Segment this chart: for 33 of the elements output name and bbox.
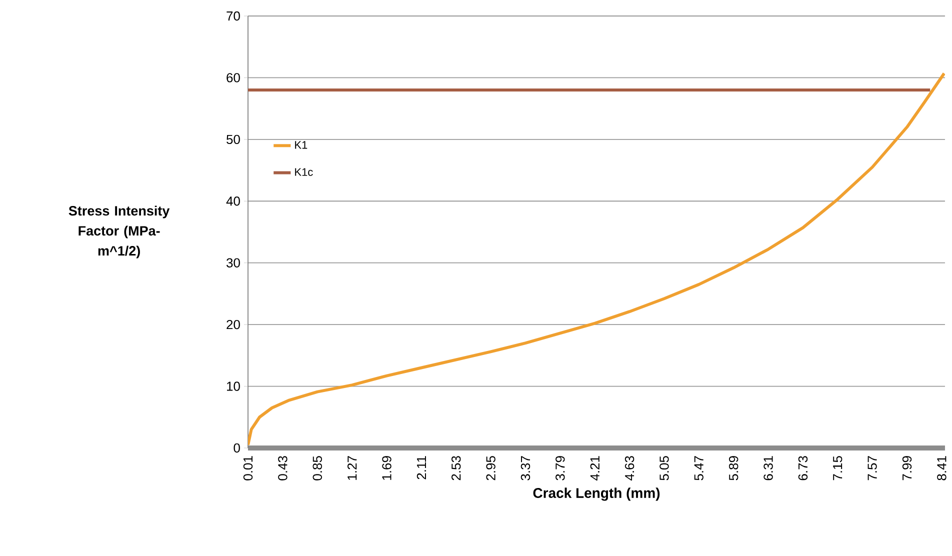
x-tick-label: 3.37 (520, 456, 530, 480)
y-tick-label: 60 (226, 73, 240, 82)
legend-label: K1 (295, 141, 308, 149)
y-tick-label: 20 (226, 320, 240, 330)
y-tick-label: 10 (227, 382, 240, 391)
x-tick-label: 3.79 (556, 456, 565, 480)
x-tick-label: 7.99 (902, 456, 912, 480)
y-tick-label: 70 (226, 11, 240, 21)
y-tick-label: 40 (226, 196, 240, 206)
x-tick-label: 5.89 (728, 456, 738, 480)
x-tick-label: 5.47 (694, 456, 704, 480)
x-tick-label: 0.43 (278, 456, 288, 480)
x-tick-label: 4.63 (624, 456, 634, 481)
y-tick-label: 50 (226, 134, 240, 144)
x-tick-label: 8.41 (937, 456, 946, 480)
x-tick-label: 5.05 (660, 456, 669, 480)
x-tick-label: 0.85 (312, 456, 322, 480)
x-tick-label: 6.31 (764, 456, 773, 480)
x-tick-label: 6.73 (798, 456, 808, 480)
x-tick-label: 1.27 (348, 456, 357, 480)
x-tick-label: 7.15 (833, 456, 842, 480)
x-tick-label: 7.57 (868, 456, 877, 480)
x-tick-label: 2.11 (416, 456, 426, 480)
y-tick-label: 30 (226, 258, 240, 268)
x-axis-title: Crack Length (mm) (533, 488, 660, 501)
x-tick-label: 1.69 (382, 456, 392, 480)
legend-label: K1c (295, 168, 313, 176)
x-tick-label: 0.01 (243, 456, 253, 480)
x-tick-label: 2.53 (452, 456, 461, 480)
y-axis-title: Stress Intensity Factor (MPa-m^1/2) (68, 206, 170, 258)
y-tick-label: 0 (234, 443, 240, 453)
x-tick-label: 4.21 (590, 456, 600, 481)
x-tick-label: 2.95 (486, 456, 496, 480)
